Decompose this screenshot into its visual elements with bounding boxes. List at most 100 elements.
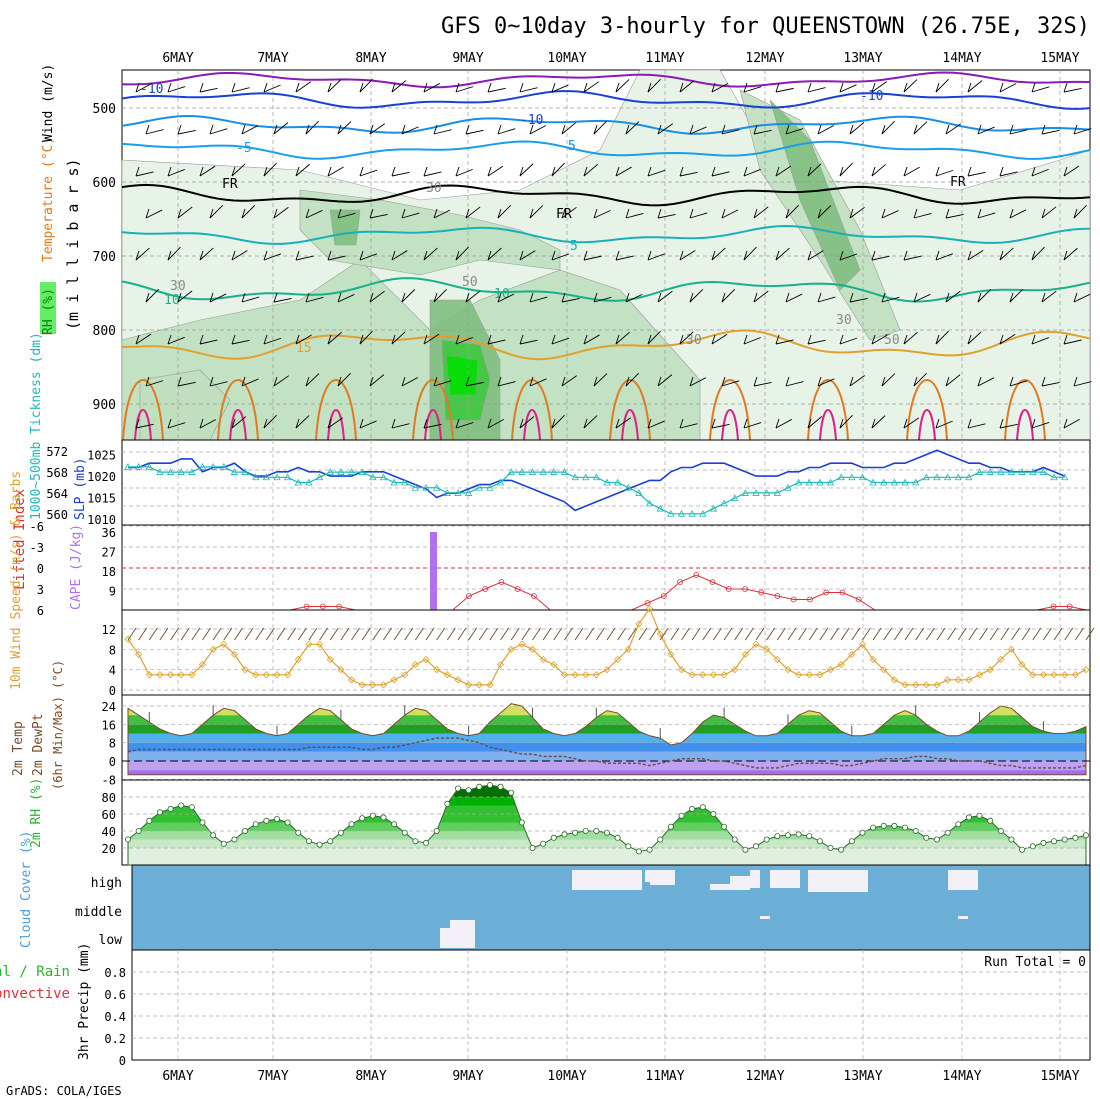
rh-point [156, 809, 163, 816]
thickness-point [539, 468, 547, 475]
wind-barb [369, 374, 385, 387]
wind-barb-flag [465, 124, 470, 135]
wind-barb-flag [231, 418, 236, 429]
temp-band [128, 761, 1086, 771]
wind-barb-flag [551, 418, 556, 429]
contour-plus-20 [1004, 379, 1046, 441]
wind-barb [391, 423, 410, 429]
rh-point [465, 787, 472, 794]
wind-barb-10m [691, 627, 701, 641]
wind-barb [657, 123, 674, 135]
wind-barb [903, 331, 918, 345]
wind-barb-flag [743, 166, 748, 177]
cloud-clear-block [710, 884, 730, 890]
wind-barb-flag [423, 250, 428, 261]
wind-barb [721, 129, 740, 135]
wind-barb-flag [391, 82, 396, 93]
contour-label: 30 [170, 279, 186, 294]
cloud-clear-block [572, 870, 642, 890]
rh-point [710, 811, 717, 818]
wind-barb-10m [138, 627, 148, 641]
wind-barb [977, 212, 996, 219]
temp-band [128, 751, 1086, 761]
cloud-clear-block [760, 916, 770, 919]
wind-barb-10m [170, 627, 179, 641]
rh-shade [445, 354, 479, 396]
wind-barb [913, 293, 931, 303]
wind-barb [1041, 290, 1057, 303]
rh-point [657, 836, 664, 843]
wind-barb-flag [711, 250, 716, 261]
wind-barb-flag [1041, 124, 1046, 135]
wind-barb [455, 337, 473, 345]
wind-barb [145, 209, 163, 219]
wind-speed-point [475, 681, 483, 689]
wind-barb [625, 212, 644, 219]
wind-barb [465, 381, 484, 387]
wind-barb-flag [679, 166, 684, 177]
thickness-point [816, 478, 824, 486]
wind-barb-10m [776, 627, 786, 641]
wind-barb [231, 250, 248, 261]
wind-barb-flag [871, 418, 876, 429]
wind-barb-flag [423, 418, 428, 429]
wind-barb-flag [1031, 250, 1036, 261]
wind-speed-point [763, 645, 771, 653]
wind-barb-flag [807, 82, 812, 93]
rh-point [870, 824, 877, 831]
wind-barb-flag [433, 208, 438, 219]
wind-barb-10m [202, 627, 211, 641]
contour-plus-20 [807, 379, 849, 441]
wind-barb-flag [551, 166, 556, 177]
wind-barb-flag [999, 166, 1004, 177]
ylabel-cape: CAPE (J/kg) [69, 524, 84, 610]
wind-barb [945, 123, 962, 135]
lifted-point [823, 589, 830, 596]
wind-barb-flag [231, 166, 236, 177]
thickness-point [294, 478, 302, 486]
wind-barb-flag [199, 82, 204, 93]
wind-barb [615, 79, 630, 93]
wind-barb-flag [967, 334, 972, 345]
thickness-point [624, 483, 632, 491]
wind-barb-flag [1063, 334, 1068, 345]
wind-barb-10m [734, 627, 744, 641]
wind-barb-flag [679, 418, 684, 429]
wind-barb [401, 289, 416, 303]
wind-barb-flag [625, 124, 630, 135]
wind-barb [145, 129, 164, 135]
wind-barb-10m [446, 627, 456, 641]
wind-barb [199, 419, 217, 429]
wind-barb [977, 126, 995, 135]
rh-point [955, 821, 962, 828]
y-tick-label: 8 [109, 737, 116, 751]
wind-barb [487, 419, 505, 429]
wind-barb-flag [967, 82, 972, 93]
wind-barb [423, 171, 442, 177]
wind-barb-10m [894, 627, 903, 641]
lifted-point [855, 596, 862, 603]
rh-point [795, 831, 802, 838]
wind-speed-point [614, 655, 622, 664]
rh-point [806, 833, 813, 840]
wind-barb-flag [753, 208, 758, 219]
wind-speed-point [1061, 671, 1069, 679]
thickness-point [1039, 468, 1048, 475]
wind-barb-flag [465, 208, 470, 219]
rh-point [987, 817, 994, 824]
y-tick-left: 560 [46, 508, 68, 522]
wind-barb [647, 330, 661, 345]
wind-barb [1031, 86, 1050, 93]
temp-band [128, 715, 1086, 725]
x-tick-label-top: 9MAY [452, 51, 483, 66]
wind-barb-flag [1063, 166, 1068, 177]
wind-barb-flag [657, 124, 662, 135]
y-tick-label: -8 [102, 773, 116, 787]
rh-point [912, 828, 919, 835]
rh-band [128, 839, 1086, 848]
wind-barb-flag [679, 334, 684, 345]
wind-barb [689, 212, 708, 219]
ylabel-thickness: 1000~500mb Tickness (dm) [29, 332, 44, 520]
wind-barb [711, 247, 726, 261]
wind-barb-10m [904, 627, 914, 641]
